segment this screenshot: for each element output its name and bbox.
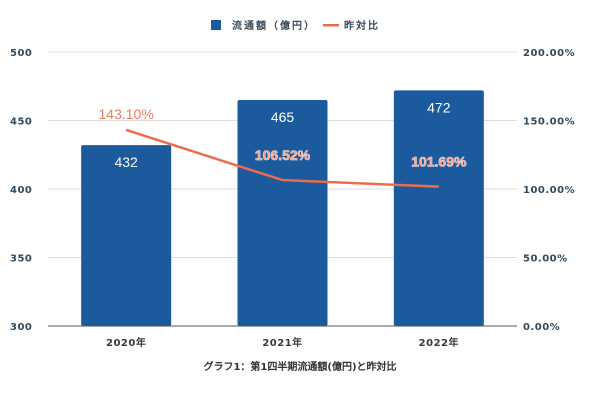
line-value-label: 101.69% (411, 154, 467, 170)
bar-value-label: 472 (427, 99, 451, 115)
legend-swatch-bar (211, 20, 221, 30)
right-axis: 0.00% 50.00% 100.00% 150.00% 200.00% (523, 48, 575, 333)
chart-caption: グラフ1：第1四半期流通額(億円)と昨対比 (203, 360, 396, 373)
left-tick-label: 300 (10, 322, 32, 333)
right-tick-label: 0.00% (523, 322, 560, 333)
x-tick-label: 2022年 (419, 336, 459, 349)
line-series (125, 128, 439, 188)
legend: 流通額（億円） 昨対比 (211, 19, 380, 32)
left-tick-label: 350 (10, 254, 32, 265)
right-tick-label: 100.00% (523, 185, 575, 196)
legend-swatch-line (323, 24, 339, 27)
legend-label-bar: 流通額（億円） (232, 19, 316, 32)
legend-label-line: 昨対比 (344, 19, 380, 32)
bar (81, 145, 172, 326)
left-tick-label: 400 (10, 185, 32, 196)
bar-value-label: 432 (114, 154, 138, 170)
x-tick-label: 2021年 (262, 336, 302, 349)
bar-series (81, 90, 484, 326)
bar (393, 90, 484, 326)
left-axis: 300 350 400 450 500 (10, 48, 32, 333)
x-tick-label: 2020年 (106, 336, 146, 349)
right-tick-label: 150.00% (523, 117, 575, 128)
line-value-label: 106.52% (255, 147, 311, 163)
line-path (125, 128, 439, 188)
right-tick-label: 50.00% (523, 254, 568, 265)
data-labels: 432 465 472 143.10% 106.52% 101.69% (99, 99, 468, 170)
x-axis: 2020年 2021年 2022年 (106, 336, 459, 349)
left-tick-label: 500 (10, 48, 32, 59)
left-tick-label: 450 (10, 117, 32, 128)
bar-value-label: 465 (271, 109, 295, 125)
bar (237, 99, 328, 326)
line-value-label: 143.10% (99, 106, 154, 122)
right-tick-label: 200.00% (523, 48, 575, 59)
